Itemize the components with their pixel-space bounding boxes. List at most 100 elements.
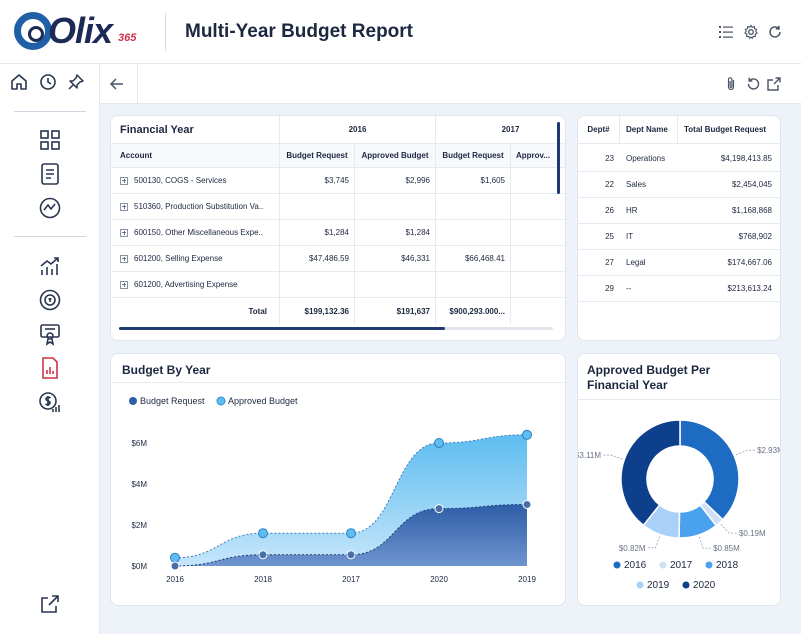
approved-budget-point [522, 500, 532, 509]
legend-marker [636, 581, 644, 589]
page-title: Multi-Year Budget Report [185, 21, 414, 42]
certificate-icon[interactable] [38, 322, 62, 346]
col-header-budget-request[interactable]: Budget Request [280, 144, 355, 168]
total-cell [511, 298, 565, 324]
legend-marker [613, 561, 621, 569]
undo-icon[interactable] [745, 76, 761, 92]
y-tick-label: $2M [131, 521, 147, 530]
year-header-2016[interactable]: 2016 [280, 116, 436, 144]
year-header-2017[interactable]: 2017 [436, 116, 565, 144]
account-column-header[interactable]: Account [111, 144, 280, 168]
account-cell[interactable]: 500130, COGS - Services [111, 168, 280, 194]
total-budget-request-header[interactable]: Total Budget Request [678, 116, 780, 144]
value-cell [511, 220, 565, 246]
dept-total-cell: $768,902 [678, 224, 780, 250]
value-cell: $3,745 [280, 168, 355, 194]
col-header-budget-request[interactable]: Budget Request [436, 144, 511, 168]
budget-by-year-title: Budget By Year [122, 363, 211, 377]
x-tick-label: 2018 [254, 575, 272, 584]
legend-marker [129, 397, 137, 405]
donut-slice [679, 419, 740, 521]
legend-label: Approved Budget [228, 396, 298, 406]
account-name: 500130, COGS - Services [134, 176, 227, 185]
growth-chart-icon[interactable] [38, 254, 62, 278]
approved-per-year-card: Approved Budget Per Financial Year $2.93… [577, 353, 781, 606]
x-tick-label: 2017 [342, 575, 360, 584]
approved-budget-point [346, 550, 356, 560]
dept-num-header[interactable]: Dept# [578, 116, 620, 144]
dept-num-cell: 23 [578, 146, 620, 172]
dept-name-cell: -- [620, 276, 678, 302]
value-cell [355, 194, 436, 220]
y-tick-label: $6M [131, 439, 147, 448]
dollar-growth-icon[interactable] [38, 390, 62, 414]
approved-per-year-chart: $2.93M$0.19M$0.85M$0.82M$3.11M2016201720… [578, 419, 780, 591]
slice-leader-line [647, 536, 660, 549]
open-external-icon[interactable] [766, 76, 782, 92]
dept-num-cell: 26 [578, 198, 620, 224]
financial-year-card: Financial Year 2016 2017 Account Budget … [110, 115, 566, 341]
report-icon[interactable] [38, 356, 62, 380]
legend-label: 2020 [693, 580, 716, 591]
value-cell: $46,331 [355, 246, 436, 272]
total-label: Total [111, 298, 280, 324]
budget-request-point [258, 528, 268, 539]
expand-icon[interactable] [120, 202, 128, 211]
total-cell: $199,132.36 [280, 298, 355, 324]
dept-name-cell: IT [620, 224, 678, 250]
account-cell[interactable]: 601200, Selling Expense [111, 246, 280, 272]
dept-name-header[interactable]: Dept Name [620, 116, 678, 144]
dept-name-cell: Sales [620, 172, 678, 198]
dept-total-cell: $2,454,045 [678, 172, 780, 198]
donut-slice [620, 419, 681, 527]
budget-request-point [346, 528, 356, 539]
expand-icon[interactable] [120, 228, 128, 237]
horizontal-scrollbar-track[interactable] [119, 327, 553, 330]
horizontal-scrollbar-thumb[interactable] [119, 327, 445, 330]
header-divider [165, 13, 166, 51]
external-link-icon[interactable] [38, 592, 62, 616]
title-line-2: Financial Year [587, 378, 668, 392]
dept-num-cell: 27 [578, 250, 620, 276]
activity-icon[interactable] [38, 196, 62, 220]
value-cell: $2,996 [355, 168, 436, 194]
account-cell[interactable]: 510360, Production Substitution Va.. [111, 194, 280, 220]
expand-icon[interactable] [120, 280, 128, 289]
x-tick-label: 2019 [518, 575, 536, 584]
account-name: 601200, Advertising Expense [134, 280, 238, 289]
grid-icon[interactable] [38, 128, 62, 152]
dept-name-cell: Legal [620, 250, 678, 276]
vertical-scrollbar-thumb[interactable] [557, 122, 560, 194]
olix-logo[interactable]: Olix 365 [14, 10, 149, 52]
account-cell[interactable]: 601200, Advertising Expense [111, 272, 280, 298]
budget-dial-icon[interactable] [38, 288, 62, 312]
sidebar-divider [14, 111, 86, 112]
dept-num-cell: 25 [578, 224, 620, 250]
budget-by-year-chart: Budget Request Approved Budget $0M $2M $4M $6… [129, 396, 536, 584]
expand-icon[interactable] [120, 254, 128, 263]
home-icon[interactable] [9, 72, 29, 92]
dept-total-cell: $174,667.06 [678, 250, 780, 276]
budget-request-point [170, 552, 180, 563]
value-cell [436, 194, 511, 220]
account-cell[interactable]: 600150, Other Miscellaneous Expe.. [111, 220, 280, 246]
dept-name-cell: Operations [620, 146, 678, 172]
expand-icon[interactable] [120, 176, 128, 185]
col-header-approved-budget[interactable]: Approved Budget [355, 144, 436, 168]
col-header-approved-budget[interactable]: Approv... [511, 144, 565, 168]
gear-icon[interactable] [743, 24, 759, 40]
list-icon[interactable] [718, 24, 734, 40]
approved-per-year-title: Approved Budget Per Financial Year [587, 363, 710, 393]
clock-icon[interactable] [38, 72, 58, 92]
dept-num-cell: 22 [578, 172, 620, 198]
dept-num-cell: 29 [578, 276, 620, 302]
paperclip-icon[interactable] [723, 76, 739, 92]
value-cell [436, 272, 511, 298]
back-arrow-icon[interactable] [109, 76, 125, 92]
dept-total-cell: $4,198,413.85 [678, 146, 780, 172]
value-cell: $1,284 [280, 220, 355, 246]
approved-budget-area [175, 504, 527, 566]
pin-icon[interactable] [66, 72, 86, 92]
document-icon[interactable] [38, 162, 62, 186]
refresh-icon[interactable] [767, 24, 783, 40]
